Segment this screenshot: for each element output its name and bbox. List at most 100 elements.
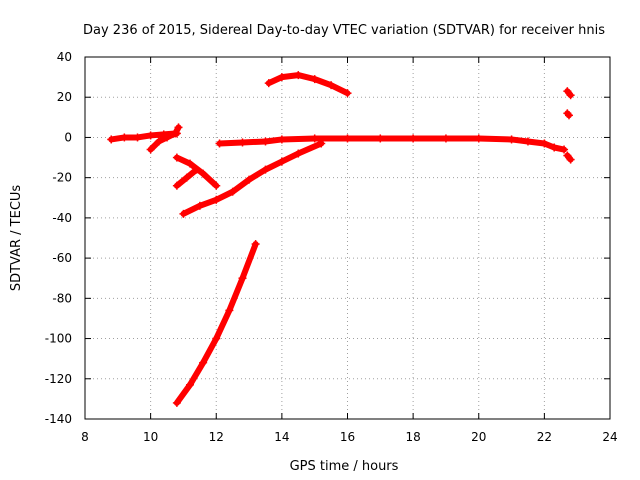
series-segment	[187, 359, 207, 388]
data-point	[343, 89, 352, 98]
grid-lines	[85, 57, 610, 419]
y-axis-ticks: -140 -120 -100 -80 -60 -40 -20 0 20 40	[45, 50, 610, 426]
series-segment	[183, 166, 200, 181]
data-point	[186, 380, 194, 389]
data-point	[376, 134, 385, 143]
y-tick-label: 0	[64, 130, 72, 144]
series-segment	[180, 202, 203, 217]
y-tick-label: 20	[57, 90, 72, 104]
series-arc-end-low	[563, 151, 575, 164]
series-arc-deep	[172, 240, 260, 407]
x-tick-label: 22	[537, 430, 552, 444]
data-point	[146, 131, 155, 140]
y-tick-label: -120	[45, 372, 72, 386]
data-point	[566, 155, 575, 164]
series-segment	[200, 170, 220, 189]
data-point	[317, 139, 326, 148]
data-point	[212, 195, 221, 204]
y-tick-label: -100	[45, 332, 72, 346]
data-point	[182, 173, 191, 182]
data-point	[172, 153, 181, 162]
series-segment	[278, 150, 302, 165]
x-tick-label: 24	[602, 430, 617, 444]
x-axis-ticks: 8 10 12 14 16 18 20 22 24	[81, 57, 618, 444]
series-segment	[213, 188, 236, 203]
x-tick-label: 10	[143, 430, 158, 444]
data-point	[261, 137, 270, 146]
plot-frame	[84, 56, 611, 420]
data-point	[441, 134, 450, 143]
data-point	[563, 87, 572, 96]
data-point	[507, 135, 516, 144]
x-tick-label: 18	[405, 430, 420, 444]
x-tick-label: 8	[81, 430, 89, 444]
series-arc-main-near-zero	[215, 134, 569, 154]
series-segment	[328, 82, 351, 97]
data-point	[264, 79, 273, 88]
y-tick-label: 40	[57, 50, 72, 64]
series-arc-end-isolated	[563, 109, 573, 120]
data-point	[225, 306, 234, 315]
data-point	[251, 240, 260, 249]
data-point	[409, 134, 418, 143]
data-point	[277, 135, 286, 144]
data-point	[174, 123, 183, 132]
data-point	[310, 75, 319, 84]
data-point	[566, 91, 575, 100]
data-point	[277, 157, 286, 166]
data-point	[228, 187, 237, 196]
data-point	[133, 133, 142, 142]
chart-title: Day 236 of 2015, Sidereal Day-to-day VTE…	[83, 23, 605, 38]
data-point	[343, 134, 352, 143]
data-point	[564, 111, 573, 120]
y-axis-label: SDTVAR / TECUs	[9, 185, 24, 292]
data-point	[294, 149, 303, 158]
data-point	[261, 165, 270, 174]
series-segment	[173, 381, 193, 406]
data-point	[107, 135, 116, 144]
data-point	[540, 139, 549, 148]
data-point	[238, 274, 247, 283]
series-arc-short-rise	[172, 165, 201, 190]
series-segment	[200, 335, 220, 366]
series-segment	[239, 241, 259, 282]
series-segment	[278, 135, 318, 143]
data-point	[212, 181, 221, 190]
series-segment	[246, 166, 269, 183]
y-tick-label: -20	[52, 171, 72, 185]
data-point	[277, 73, 286, 82]
y-tick-label: -60	[52, 251, 72, 265]
data-point	[146, 145, 155, 154]
x-axis-label: GPS time / hours	[290, 459, 399, 474]
series-arc-end-high	[563, 87, 575, 100]
series-segment	[295, 140, 325, 157]
data-point	[192, 165, 201, 174]
series-segment	[262, 158, 285, 173]
data-point	[212, 334, 221, 343]
data-point	[563, 151, 572, 160]
data-point	[310, 134, 319, 143]
data-point	[195, 201, 204, 210]
series-segment	[226, 275, 246, 314]
data-point	[550, 143, 559, 152]
y-tick-label: -80	[52, 291, 72, 305]
data-point	[560, 145, 569, 154]
series-arc-mid-rising	[179, 139, 326, 218]
data-point	[238, 138, 247, 147]
data-point	[163, 133, 172, 142]
data-point	[215, 139, 224, 148]
series-arc-dip	[146, 123, 183, 154]
data-point	[294, 71, 303, 80]
series-segment	[229, 176, 253, 195]
data-point	[154, 137, 163, 146]
series-segment	[475, 135, 515, 143]
data-point	[179, 209, 188, 218]
data-point	[186, 159, 194, 168]
data-point	[172, 181, 181, 190]
data-point	[172, 398, 181, 407]
data-point	[199, 358, 208, 367]
data-point	[474, 134, 483, 143]
x-tick-label: 20	[471, 430, 486, 444]
data-point	[327, 81, 336, 90]
